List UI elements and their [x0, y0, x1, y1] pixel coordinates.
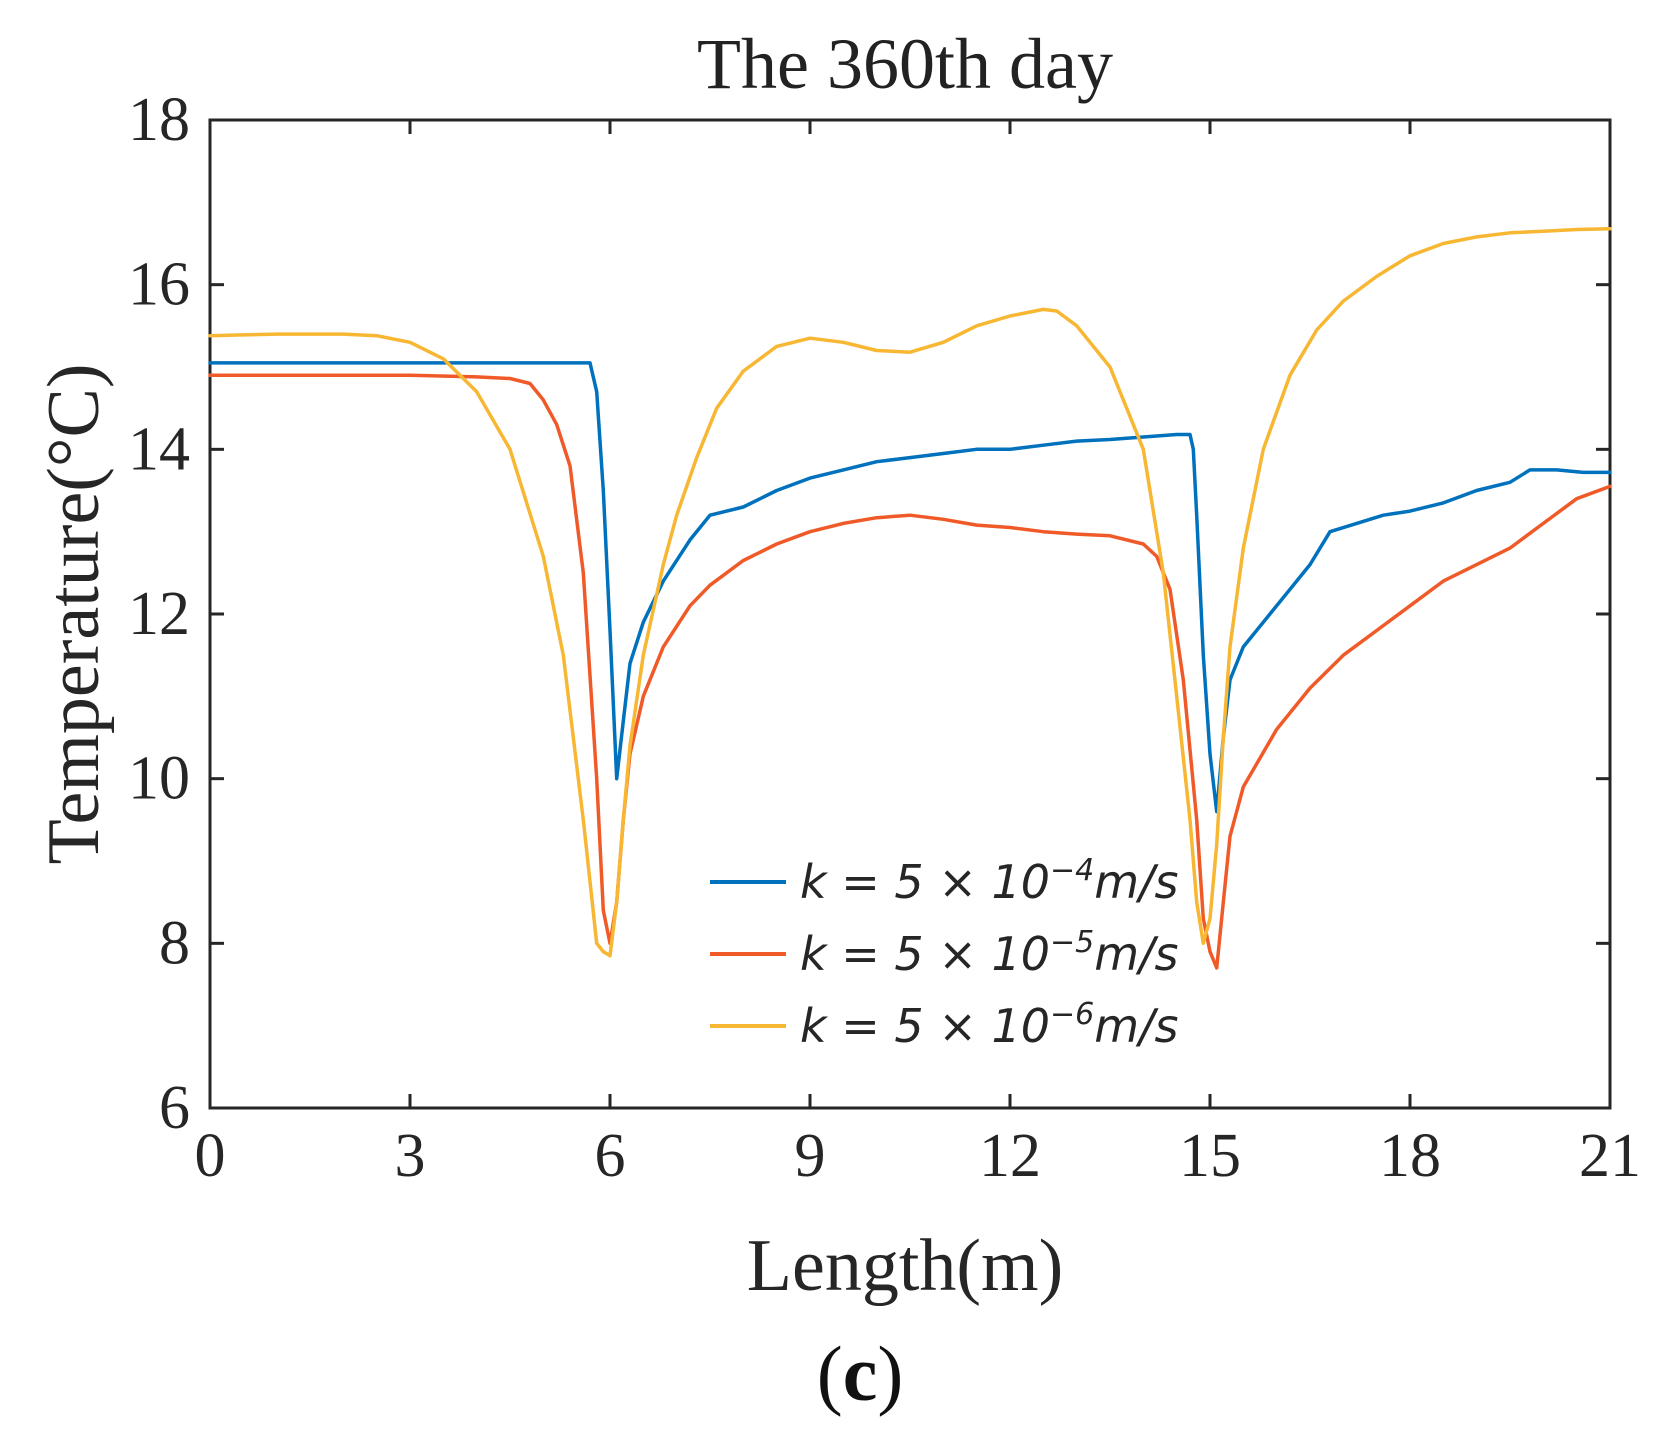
- x-tick-label: 18: [1379, 1122, 1441, 1190]
- series-line-2: [208, 373, 1612, 970]
- y-tick-label: 16: [128, 251, 190, 319]
- y-tick-label: 10: [128, 745, 190, 813]
- legend-label-unit: m/s: [1094, 927, 1178, 981]
- y-tick-label: 6: [159, 1074, 190, 1142]
- legend-label-3: k = 5 × 10−6m/s: [800, 997, 1179, 1053]
- y-tick-label: 8: [159, 909, 190, 977]
- legend: k = 5 × 10−4m/sk = 5 × 10−5m/sk = 5 × 10…: [710, 853, 1179, 1053]
- legend-label-unit: m/s: [1094, 855, 1178, 909]
- plot-frame: [208, 118, 1612, 1110]
- x-tick-label: 0: [195, 1122, 226, 1190]
- panel-paren-open: (: [817, 1330, 843, 1417]
- series-layer: [208, 226, 1612, 970]
- legend-label-exponent: −6: [1050, 997, 1094, 1032]
- legend-label-2: k = 5 × 10−5m/s: [800, 925, 1179, 981]
- legend-label-base: k = 5 × 10: [800, 927, 1050, 981]
- x-tick-label: 15: [1179, 1122, 1241, 1190]
- y-tick-label: 18: [128, 86, 190, 154]
- x-tick-label: 9: [795, 1122, 826, 1190]
- legend-label-1: k = 5 × 10−4m/s: [800, 853, 1179, 909]
- legend-label-exponent: −5: [1050, 925, 1094, 960]
- x-tick-label: 3: [395, 1122, 426, 1190]
- legend-label-base: k = 5 × 10: [800, 855, 1050, 909]
- x-axis-label: Length(m): [747, 1225, 1063, 1307]
- plot-area: 0 3 6 9 12 15 18 21 6 8 10 12 14 16 18: [128, 86, 1641, 1190]
- panel-letter: c: [843, 1330, 878, 1417]
- chart-title: The 360th day: [697, 24, 1113, 104]
- x-tick-label: 12: [979, 1122, 1041, 1190]
- legend-label-unit: m/s: [1094, 999, 1178, 1053]
- series-line-3: [208, 226, 1612, 958]
- legend-label-base: k = 5 × 10: [800, 999, 1050, 1053]
- y-tick-label: 14: [128, 415, 190, 483]
- y-tick-label: 12: [128, 580, 190, 648]
- legend-label-exponent: −4: [1050, 853, 1094, 888]
- panel-paren-close: ): [877, 1330, 903, 1417]
- x-tick-label: 6: [595, 1122, 626, 1190]
- y-axis-label: Temperature(°C): [33, 363, 115, 864]
- panel-label: (c): [817, 1330, 904, 1417]
- series-line-1: [208, 361, 1612, 814]
- tick-layer: 0 3 6 9 12 15 18 21 6 8 10 12 14 16 18: [128, 86, 1641, 1190]
- x-tick-label: 21: [1579, 1122, 1641, 1190]
